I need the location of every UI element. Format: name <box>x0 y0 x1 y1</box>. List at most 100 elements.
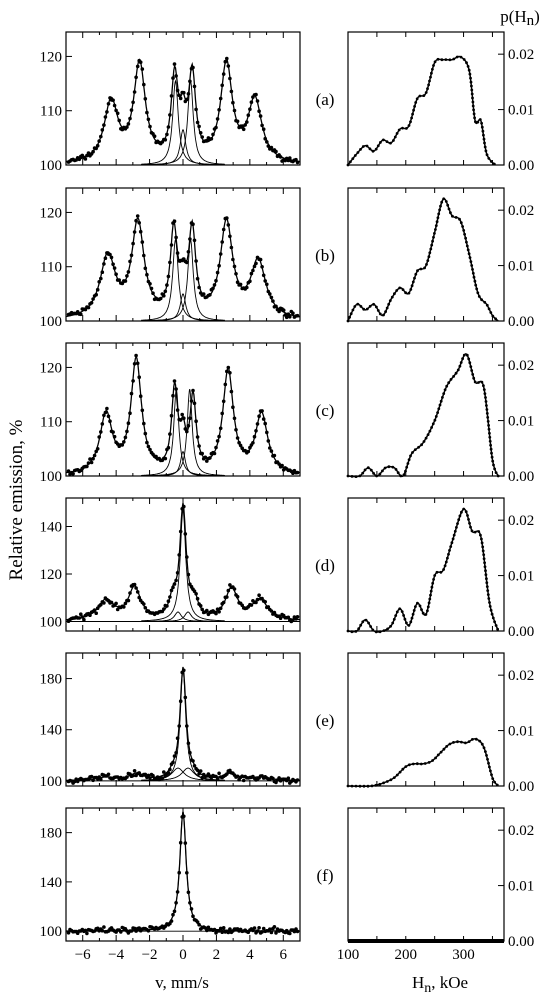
distribution-point <box>397 128 401 132</box>
distribution-point <box>451 537 455 541</box>
distribution-point <box>445 745 449 748</box>
distribution-point <box>488 439 492 443</box>
distribution-point <box>485 754 488 757</box>
distribution-point <box>421 611 425 615</box>
distribution-point <box>410 616 414 620</box>
distribution-curve <box>347 353 499 478</box>
distribution-point <box>414 101 418 104</box>
data-point <box>102 925 106 929</box>
data-point <box>66 931 71 935</box>
component-curve <box>141 509 225 622</box>
distribution-point <box>431 239 434 243</box>
p-tick-label: 0.00 <box>508 469 534 485</box>
fit-curve <box>66 502 301 621</box>
distribution-point <box>374 630 378 634</box>
distribution-point <box>471 738 474 741</box>
distribution-point <box>446 556 449 560</box>
distribution-point <box>468 72 472 76</box>
distribution-point <box>434 756 437 760</box>
distribution-point <box>419 762 423 766</box>
distribution-point <box>471 100 475 104</box>
data-point <box>106 772 111 777</box>
distribution-point <box>420 608 423 611</box>
distribution-point <box>410 284 414 288</box>
data-point <box>288 315 292 319</box>
distribution-point <box>482 746 486 750</box>
distribution-point <box>401 767 405 771</box>
distribution-point <box>470 88 474 92</box>
distribution-point <box>494 624 498 627</box>
distribution-point <box>470 92 474 96</box>
distribution-point <box>428 597 432 601</box>
distribution-point <box>494 471 498 474</box>
y-tick-label: 140 <box>40 520 63 536</box>
data-point <box>221 926 226 930</box>
distribution-point <box>394 614 398 617</box>
distribution-point <box>484 569 487 573</box>
p-tick-label: 0.00 <box>508 158 534 174</box>
data-point <box>71 472 75 476</box>
distribution-point <box>411 280 415 284</box>
distribution-point <box>468 361 472 365</box>
distribution-point <box>484 396 487 399</box>
data-point <box>89 774 94 779</box>
distribution-point <box>346 319 350 323</box>
distribution-frame <box>347 187 505 322</box>
distribution-point <box>496 627 499 631</box>
distribution-point <box>465 244 469 248</box>
p-tick-label: 0.00 <box>508 624 534 640</box>
distribution-point <box>378 630 382 634</box>
distribution-point <box>490 612 494 616</box>
distribution-point <box>348 315 351 319</box>
distribution-point <box>488 605 492 608</box>
data-point <box>79 312 83 317</box>
distribution-point <box>439 750 443 754</box>
distribution-point <box>407 624 411 627</box>
fit-curve <box>66 666 300 782</box>
data-point <box>143 772 148 777</box>
panel-label: (b) <box>315 246 335 265</box>
distribution-point <box>414 272 418 276</box>
distribution-point <box>382 629 386 632</box>
distribution-point <box>483 141 486 145</box>
distribution-point <box>389 141 392 145</box>
distribution-point <box>374 147 378 151</box>
distribution-point <box>378 312 382 316</box>
p-tick-label: 0.02 <box>508 203 534 219</box>
distribution-point <box>375 474 378 478</box>
component-curve <box>141 810 225 931</box>
distribution-point <box>406 462 410 465</box>
fit-curve <box>65 216 301 318</box>
distribution-point <box>395 289 399 292</box>
distribution-point <box>400 610 404 613</box>
distribution-point <box>482 557 486 561</box>
distribution-point <box>374 783 378 787</box>
distribution-point <box>447 207 451 211</box>
distribution-point <box>444 200 448 203</box>
distribution-point <box>485 577 488 581</box>
distribution-point <box>471 373 475 376</box>
p-tick-label: 0.02 <box>508 823 534 839</box>
data-point <box>261 926 266 931</box>
distribution-point <box>489 311 493 314</box>
distribution-point <box>457 518 461 522</box>
distribution-point <box>449 545 453 548</box>
distribution-point <box>361 145 365 148</box>
distribution-point <box>478 118 482 121</box>
distribution-point <box>376 144 380 148</box>
distribution-point <box>401 288 405 291</box>
y-tick-label: 100 <box>40 314 63 330</box>
distribution-point <box>431 581 435 585</box>
distribution-point <box>353 154 357 157</box>
distribution-point <box>466 514 469 517</box>
distribution-point <box>479 533 482 537</box>
p-tick-label: 0.02 <box>508 668 534 684</box>
distribution-point <box>487 157 491 160</box>
distribution-point <box>426 259 430 262</box>
panel-label: (a) <box>316 90 335 109</box>
y-tick-label: 100 <box>40 615 63 631</box>
distribution-point <box>473 279 477 283</box>
distribution-point <box>468 521 471 525</box>
data-point <box>88 457 92 461</box>
